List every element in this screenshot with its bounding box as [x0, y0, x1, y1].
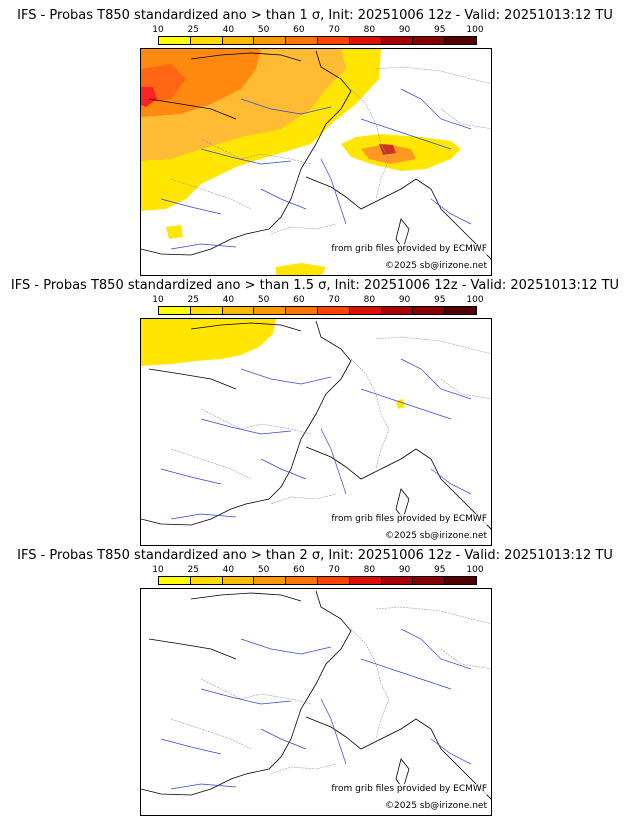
panel-title: IFS - Probas T850 standardized ano > tha…: [17, 8, 613, 23]
colorbar-label: 70: [328, 25, 340, 35]
colorbar-label: 60: [293, 565, 305, 575]
colorbar-segment: [190, 577, 223, 584]
colorbar-labels: 10 25 40 50 60 70 80 90 95 100: [152, 565, 483, 575]
colorbar-label: 90: [398, 295, 411, 305]
colorbar-segment: [317, 307, 350, 314]
colorbar-label: 10: [152, 25, 164, 35]
probability-map: [141, 319, 491, 530]
map-frame: from grib files provided by ECMWF ©2025 …: [140, 588, 492, 816]
panel-title: IFS - Probas T850 standardized ano > tha…: [10, 278, 620, 293]
probability-map: [141, 590, 491, 800]
colorbar-segment: [222, 307, 255, 314]
colorbar-segment: [286, 37, 318, 44]
colorbar-segment: [286, 577, 318, 584]
colorbar-label: 100: [466, 295, 484, 305]
colorbar-segment: [190, 307, 223, 314]
colorbar-label: 10: [152, 565, 164, 575]
colorbar-label: 95: [434, 565, 446, 575]
colorbar-segment: [381, 37, 414, 44]
colorbar-label: 80: [363, 565, 376, 575]
colorbar-segment: [159, 37, 191, 44]
colorbar-label: 60: [293, 25, 305, 35]
colorbar-segment: [413, 307, 446, 314]
colorbar-segment: [159, 577, 191, 584]
colorbar-segment: [349, 577, 382, 584]
colorbar: [158, 576, 477, 585]
colorbar-segment: [349, 307, 382, 314]
colorbar-label: 25: [187, 295, 199, 305]
colorbar-label: 95: [434, 295, 446, 305]
map-panel-2: IFS - Probas T850 standardized ano > tha…: [0, 278, 630, 548]
panel-title: IFS - Probas T850 standardized ano > tha…: [17, 548, 613, 563]
colorbar-segment: [254, 37, 287, 44]
copyright-credit: ©2025 sb@irizone.net: [385, 531, 487, 542]
colorbar-labels: 10 25 40 50 60 70 80 90 95 100: [152, 295, 483, 305]
probability-map: [141, 49, 491, 275]
copyright-credit: ©2025 sb@irizone.net: [385, 261, 487, 272]
colorbar-segment: [413, 577, 446, 584]
colorbar-segment: [381, 307, 414, 314]
colorbar-segment: [190, 37, 223, 44]
copyright-credit: ©2025 sb@irizone.net: [385, 801, 487, 812]
colorbar: [158, 306, 477, 315]
colorbar-label: 90: [398, 565, 411, 575]
colorbar-label: 25: [187, 565, 199, 575]
colorbar-segment: [286, 307, 318, 314]
colorbar-segment: [254, 577, 287, 584]
colorbar-label: 80: [363, 25, 376, 35]
colorbar-segment: [445, 307, 476, 314]
colorbar-segment: [159, 307, 191, 314]
colorbar-label: 60: [293, 295, 305, 305]
colorbar-label: 50: [257, 565, 270, 575]
colorbar-segment: [381, 577, 414, 584]
source-credit: from grib files provided by ECMWF: [331, 514, 487, 525]
colorbar-label: 80: [363, 295, 376, 305]
map-panel-1: IFS - Probas T850 standardized ano > tha…: [0, 8, 630, 278]
colorbar-segment: [222, 577, 255, 584]
colorbar-segment: [413, 37, 446, 44]
colorbar-segment: [317, 577, 350, 584]
colorbar-label: 10: [152, 295, 164, 305]
colorbar-segment: [445, 577, 476, 584]
colorbar: [158, 36, 477, 45]
map-panel-3: IFS - Probas T850 standardized ano > tha…: [0, 548, 630, 818]
colorbar-label: 70: [328, 295, 340, 305]
source-credit: from grib files provided by ECMWF: [331, 784, 487, 795]
colorbar-label: 90: [398, 25, 411, 35]
colorbar-label: 50: [257, 295, 270, 305]
colorbar-label: 40: [222, 565, 235, 575]
colorbar-label: 50: [257, 25, 270, 35]
source-credit: from grib files provided by ECMWF: [331, 244, 487, 255]
colorbar-segment: [254, 307, 287, 314]
colorbar-label: 100: [466, 565, 484, 575]
colorbar-segment: [317, 37, 350, 44]
colorbar-segment: [349, 37, 382, 44]
colorbar-segment: [222, 37, 255, 44]
colorbar-label: 100: [466, 25, 484, 35]
colorbar-label: 95: [434, 25, 446, 35]
colorbar-label: 40: [222, 25, 235, 35]
colorbar-label: 25: [187, 25, 199, 35]
colorbar-label: 40: [222, 295, 235, 305]
map-frame: from grib files provided by ECMWF ©2025 …: [140, 318, 492, 546]
map-frame: from grib files provided by ECMWF ©2025 …: [140, 48, 492, 276]
colorbar-label: 70: [328, 565, 340, 575]
colorbar-labels: 10 25 40 50 60 70 80 90 95 100: [152, 25, 483, 35]
colorbar-segment: [445, 37, 476, 44]
